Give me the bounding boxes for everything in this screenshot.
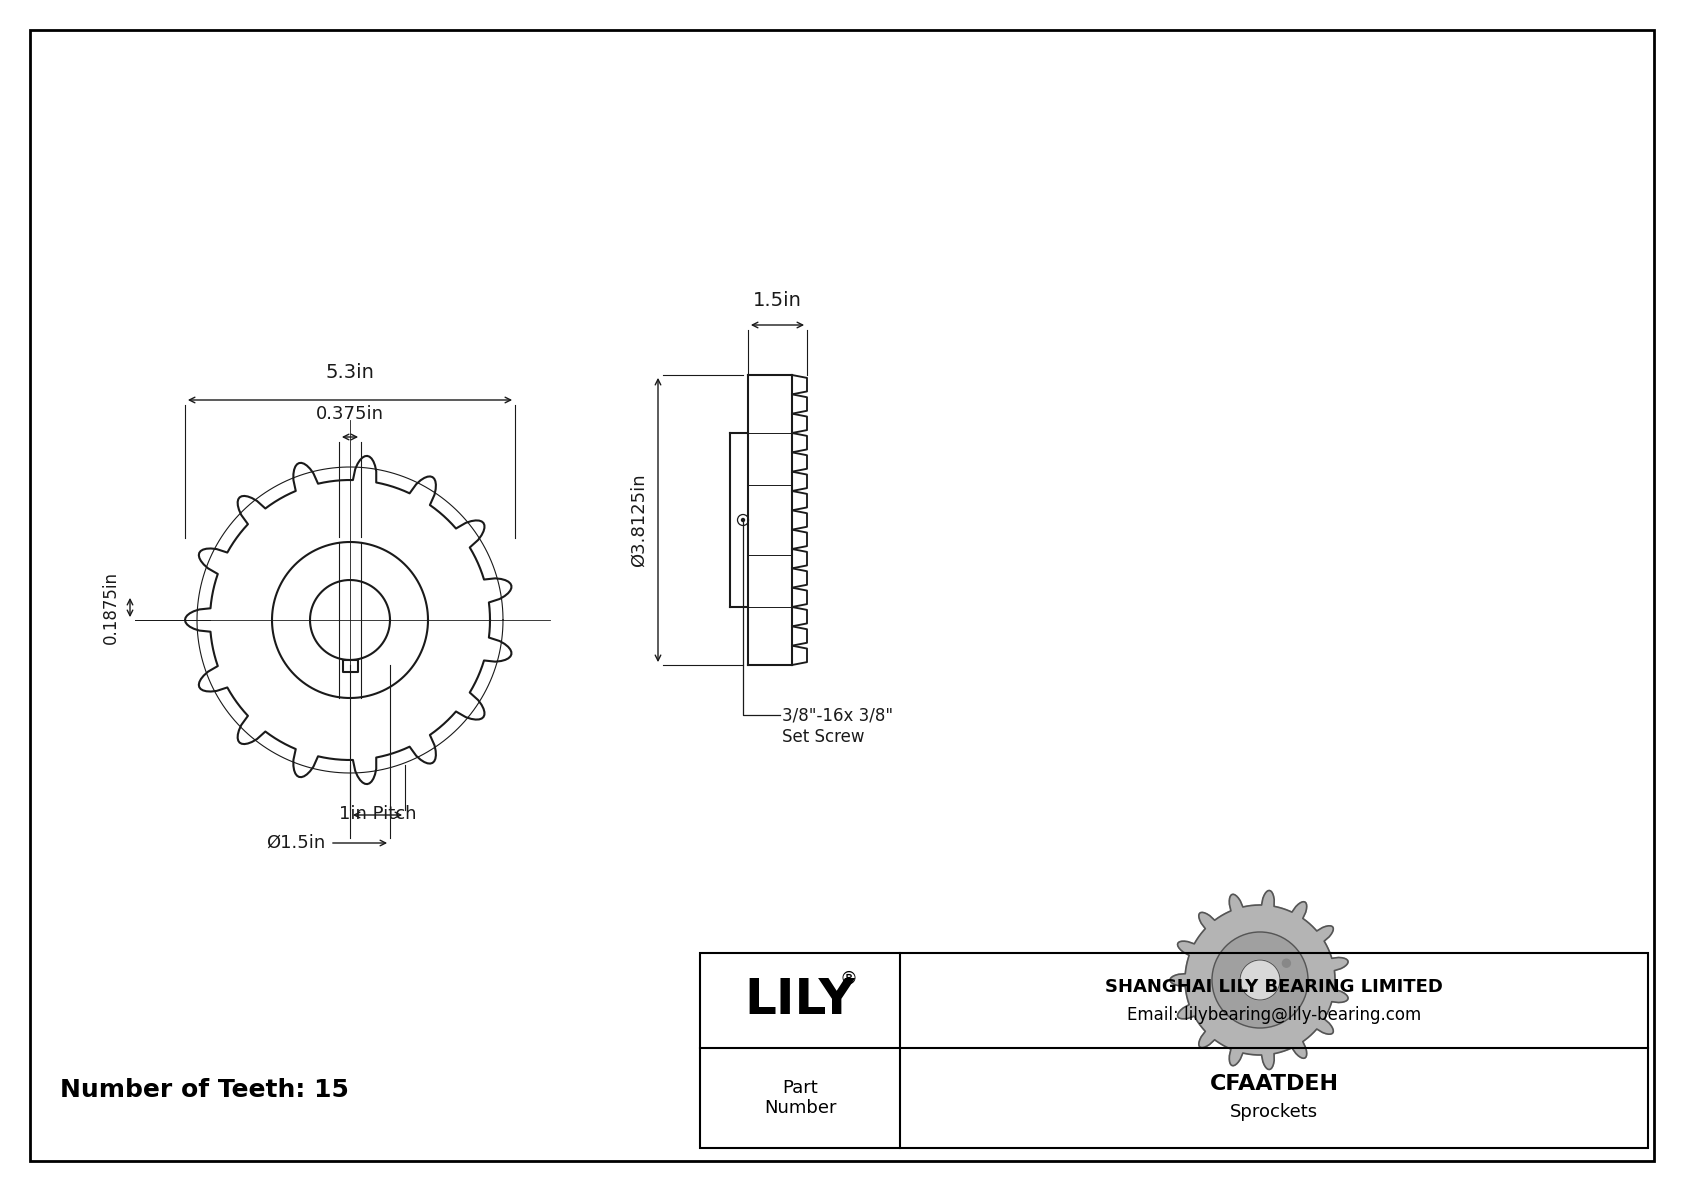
Text: ®: ® bbox=[839, 969, 857, 987]
Circle shape bbox=[1283, 959, 1290, 967]
Text: 1.5in: 1.5in bbox=[753, 291, 802, 310]
Text: Ø3.8125in: Ø3.8125in bbox=[630, 473, 648, 567]
Text: CFAATDEH: CFAATDEH bbox=[1209, 1074, 1339, 1095]
Text: 0.1875in: 0.1875in bbox=[103, 570, 120, 644]
Polygon shape bbox=[1170, 891, 1347, 1070]
Circle shape bbox=[1212, 933, 1308, 1028]
Text: Number of Teeth: 15: Number of Teeth: 15 bbox=[61, 1078, 349, 1102]
Text: Email: lilybearing@lily-bearing.com: Email: lilybearing@lily-bearing.com bbox=[1127, 1005, 1421, 1023]
Text: Part
Number: Part Number bbox=[765, 1079, 837, 1117]
Bar bbox=[701, 953, 1649, 1148]
Circle shape bbox=[1239, 960, 1280, 1000]
Text: 5.3in: 5.3in bbox=[325, 363, 374, 382]
Text: Ø1.5in: Ø1.5in bbox=[266, 834, 325, 852]
Text: 3/8"-16x 3/8"
Set Screw: 3/8"-16x 3/8" Set Screw bbox=[781, 707, 893, 746]
Text: LILY: LILY bbox=[744, 977, 855, 1024]
Text: Sprockets: Sprockets bbox=[1229, 1103, 1319, 1121]
Text: 1in Pitch: 1in Pitch bbox=[338, 805, 416, 823]
Circle shape bbox=[741, 518, 744, 522]
Text: SHANGHAI LILY BEARING LIMITED: SHANGHAI LILY BEARING LIMITED bbox=[1105, 978, 1443, 996]
Text: 0.375in: 0.375in bbox=[317, 405, 384, 423]
